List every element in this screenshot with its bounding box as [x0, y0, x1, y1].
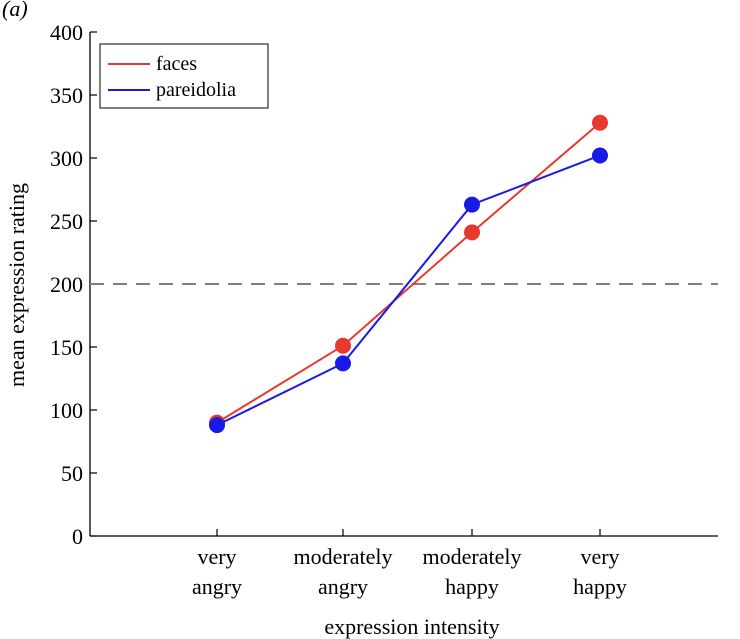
- series-line-pareidolia: [216, 154, 601, 427]
- x-tick-label-line: happy: [445, 574, 499, 599]
- x-tick-label: moderately happy: [423, 544, 522, 599]
- y-axis: 0 50 100 150 200 250 300 350 400: [50, 20, 97, 549]
- x-tick-label-line: moderately: [294, 544, 393, 569]
- y-tick-label: 50: [61, 461, 83, 486]
- data-point-pareidolia: [335, 355, 351, 372]
- y-tick-label: 100: [50, 398, 83, 423]
- y-tick-label: 200: [50, 272, 83, 297]
- series-line-faces: [216, 121, 601, 424]
- data-point-pareidolia: [464, 196, 480, 213]
- legend-label-pareidolia: pareidolia: [156, 79, 236, 101]
- y-axis-title: mean expression rating: [4, 183, 29, 387]
- legend-label-faces: faces: [156, 53, 197, 75]
- panel-label: (a): [2, 0, 28, 21]
- data-point-pareidolia: [592, 147, 608, 164]
- x-tick-label: moderately angry: [294, 544, 393, 599]
- legend-box: [99, 43, 269, 109]
- x-tick-label-line: angry: [192, 574, 242, 599]
- x-tick-label-line: moderately: [423, 544, 522, 569]
- y-tick-label: 250: [50, 209, 83, 234]
- x-tick-label: very angry: [192, 544, 242, 599]
- y-tick-label: 300: [50, 146, 83, 171]
- x-axis-title: expression intensity: [324, 614, 499, 639]
- x-tick-label-line: happy: [573, 574, 627, 599]
- data-point-faces: [592, 114, 608, 131]
- y-tick-label: 350: [50, 83, 83, 108]
- legend: faces pareidolia: [99, 43, 269, 109]
- data-point-faces: [335, 337, 351, 354]
- x-tick-label: very happy: [573, 544, 627, 599]
- x-tick-label-line: very: [197, 544, 236, 569]
- y-tick-label: 0: [72, 524, 83, 549]
- x-tick-label-line: angry: [318, 574, 368, 599]
- series-group: [209, 114, 608, 434]
- y-tick-label: 150: [50, 335, 83, 360]
- y-tick-label: 400: [50, 20, 83, 45]
- x-tick-label-line: very: [580, 544, 619, 569]
- data-point-faces: [464, 224, 480, 241]
- data-point-pareidolia: [209, 417, 225, 434]
